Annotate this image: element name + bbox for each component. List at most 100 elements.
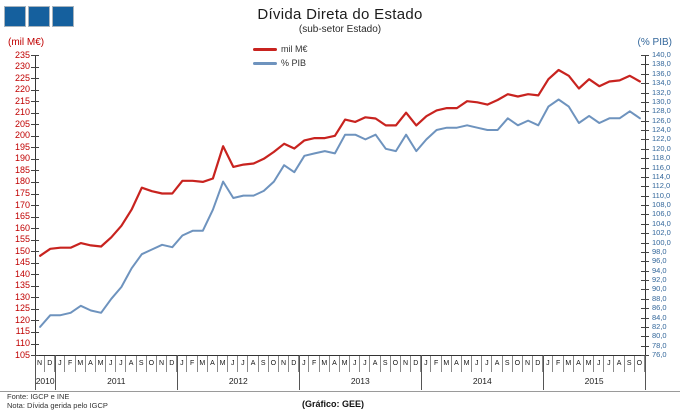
year-label: 2013	[350, 376, 370, 386]
left-axis-tick	[31, 251, 39, 253]
left-axis-tick-label: 115	[15, 326, 30, 337]
gee-logo	[4, 6, 74, 27]
left-axis-tick-label: 215	[14, 95, 30, 106]
right-axis-tick	[641, 308, 649, 310]
left-axis-tick	[31, 308, 39, 310]
month-label: F	[554, 356, 564, 372]
right-axis-tick-label: 130,0	[652, 96, 671, 106]
right-axis-tick-label: 116,0	[652, 162, 671, 172]
left-axis-tick	[31, 101, 39, 103]
month-label: N	[279, 356, 290, 372]
left-axis-line	[35, 55, 36, 390]
month-label: M	[76, 356, 86, 372]
right-axis-tick	[641, 139, 649, 141]
right-axis-tick	[641, 186, 649, 188]
left-axis-tick	[31, 78, 39, 80]
right-axis-tick	[641, 289, 649, 291]
legend-label: % PIB	[281, 58, 307, 68]
right-axis-tick-label: 118,0	[652, 153, 671, 163]
left-axis-tick-label: 110	[15, 338, 30, 348]
note-line: Nota: Dívida gerida pelo IGCP	[7, 400, 108, 410]
left-axis-tick-label: 135	[14, 280, 30, 291]
year-label: 2012	[228, 376, 248, 386]
month-label: J	[482, 356, 493, 372]
year-label: 2011	[107, 376, 126, 386]
right-axis-tick-label: 124,0	[652, 125, 671, 134]
right-axis-tick	[641, 92, 649, 94]
month-label: F	[432, 356, 442, 372]
right-axis-tick-label: 132,0	[652, 87, 671, 97]
month-label: J	[594, 356, 605, 372]
left-axis-tick-label: 170	[14, 199, 30, 210]
month-label: N	[523, 356, 534, 372]
month-label: S	[503, 356, 513, 372]
right-axis-tick	[641, 280, 649, 281]
right-axis-tick	[641, 223, 649, 225]
right-axis-tick-label: 96,0	[652, 256, 667, 266]
right-axis-tick	[641, 111, 649, 113]
month-label: O	[635, 356, 645, 372]
right-axis-tick-label: 102,0	[652, 228, 671, 238]
left-axis-tick-label: 195	[14, 141, 30, 152]
right-axis-tick	[641, 336, 649, 338]
left-axis-tick	[31, 239, 39, 241]
left-axis-tick-label: 180	[14, 176, 30, 187]
year-separator	[299, 355, 301, 390]
month-label: N	[35, 356, 46, 372]
right-axis-tick-label: 86,0	[652, 303, 667, 313]
right-axis-tick-label: 140,0	[652, 50, 671, 59]
month-label: N	[401, 356, 412, 372]
left-axis-tick	[31, 297, 39, 299]
month-label: J	[299, 356, 310, 372]
month-label: A	[86, 356, 96, 372]
right-axis-tick-label: 134,0	[652, 78, 671, 88]
month-label: M	[218, 356, 229, 372]
right-axis-tick-label: 112,0	[652, 181, 671, 191]
year-label: 2015	[584, 376, 604, 386]
right-axis-tick	[641, 298, 649, 300]
right-axis-tick-label: 126,0	[652, 115, 671, 125]
month-label: J	[116, 356, 127, 372]
year-separator	[543, 355, 545, 390]
month-label: A	[452, 356, 462, 372]
left-axis-tick	[31, 55, 39, 56]
year-separator	[177, 355, 179, 390]
left-axis-tick-label: 165	[14, 211, 30, 221]
right-axis-tick	[641, 242, 649, 244]
month-label: A	[574, 356, 584, 372]
right-axis-tick	[641, 261, 649, 263]
right-axis-tick	[641, 176, 649, 178]
month-label: D	[167, 356, 178, 372]
left-axis-tick	[31, 343, 39, 345]
plot-area	[35, 55, 645, 355]
right-axis-tick-label: 136,0	[652, 68, 671, 78]
right-axis-tick-label: 84,0	[652, 312, 667, 322]
right-axis-tick	[641, 73, 649, 75]
left-axis-tick	[31, 170, 39, 172]
right-axis-tick-label: 120,0	[652, 143, 671, 153]
right-axis-tick	[641, 101, 649, 103]
left-axis-tick-label: 105	[14, 349, 30, 360]
right-axis-tick	[641, 148, 649, 150]
left-axis-tick	[31, 285, 39, 287]
month-label: A	[249, 356, 259, 372]
left-axis-tick	[31, 147, 39, 149]
month-label: A	[208, 356, 218, 372]
right-axis-tick	[641, 270, 649, 272]
month-label: J	[228, 356, 239, 372]
right-axis-tick	[641, 83, 649, 85]
right-axis-tick	[641, 326, 649, 328]
right-axis-tick-label: 128,0	[652, 106, 671, 116]
left-axis-tick	[31, 274, 39, 276]
legend-item-pib: % PIB	[253, 56, 308, 70]
month-label: S	[259, 356, 269, 372]
right-axis-tick-label: 108,0	[652, 200, 671, 209]
left-axis-tick	[31, 124, 39, 126]
month-label: J	[350, 356, 361, 372]
month-label: D	[411, 356, 422, 372]
right-axis-tick-label: 104,0	[652, 218, 671, 228]
right-axis-tick-label: 106,0	[652, 209, 671, 219]
month-label: O	[147, 356, 157, 372]
right-axis-tick	[641, 317, 649, 319]
